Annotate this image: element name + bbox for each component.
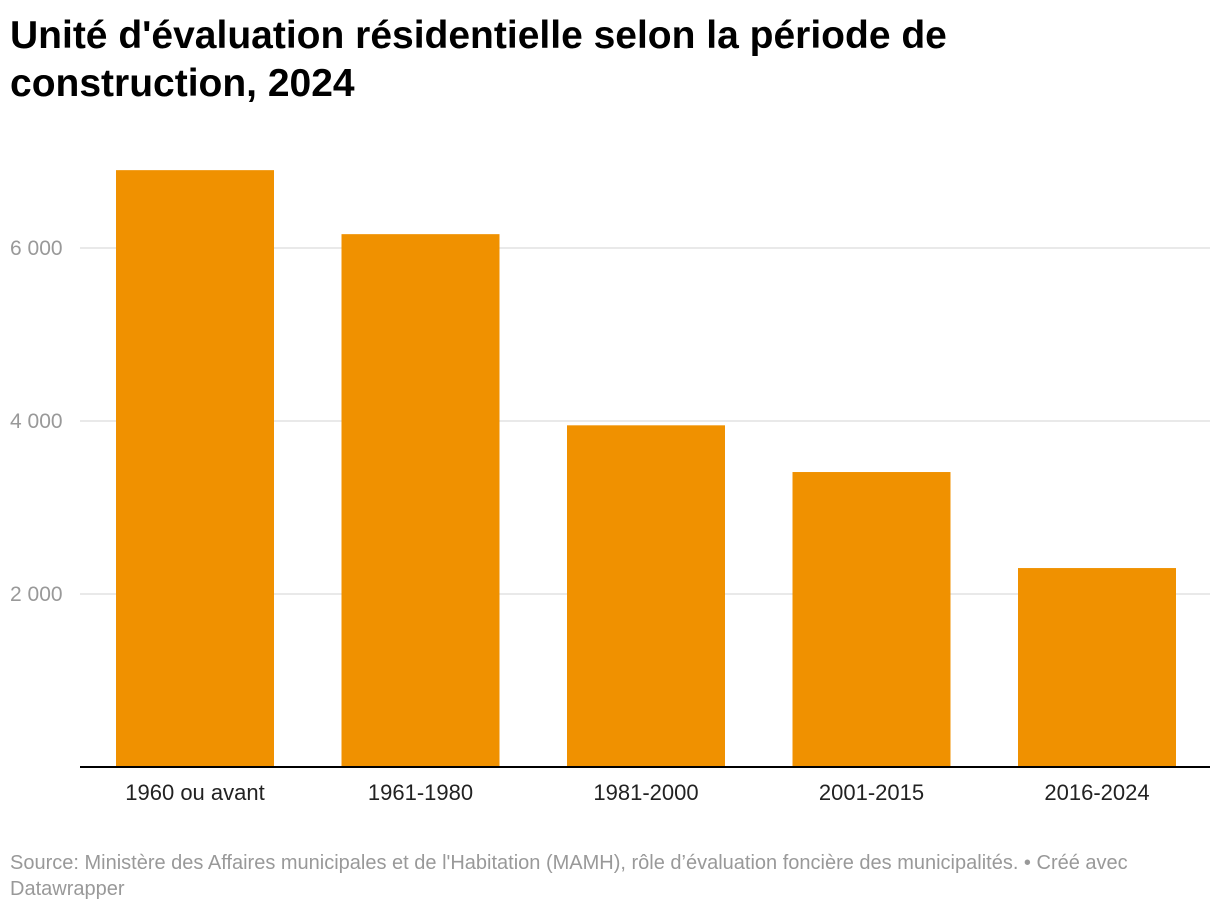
bar[interactable] <box>567 425 725 767</box>
x-category-label: 1961-1980 <box>368 780 473 805</box>
y-tick-label: 2 000 <box>10 583 63 606</box>
source-note: Source: Ministère des Affaires municipal… <box>10 852 1019 874</box>
x-axis: 1960 ou avant 1961-1980 1981-2000 2001-2015… <box>80 766 1210 805</box>
footer-separator: • <box>1018 852 1037 874</box>
x-category-label: 2001-2015 <box>819 780 924 805</box>
bar[interactable] <box>341 234 500 767</box>
chart-title: Unité d'évaluation résidentielle selon l… <box>10 14 947 105</box>
bar[interactable] <box>792 472 951 767</box>
x-category-label: 1981-2000 <box>593 780 698 805</box>
y-tick-label: 6 000 <box>10 237 63 260</box>
x-category-label: 1960 ou avant <box>125 780 264 805</box>
datawrapper-credit: Créé avec Datawrapper <box>10 852 1128 900</box>
x-category-label: 2016-2024 <box>1044 780 1149 805</box>
bar[interactable] <box>1018 568 1176 767</box>
y-tick-label: 4 000 <box>10 410 63 433</box>
chart-footer: Source: Ministère des Affaires municipal… <box>10 850 1200 902</box>
bars <box>116 170 1176 767</box>
bar[interactable] <box>116 170 274 767</box>
